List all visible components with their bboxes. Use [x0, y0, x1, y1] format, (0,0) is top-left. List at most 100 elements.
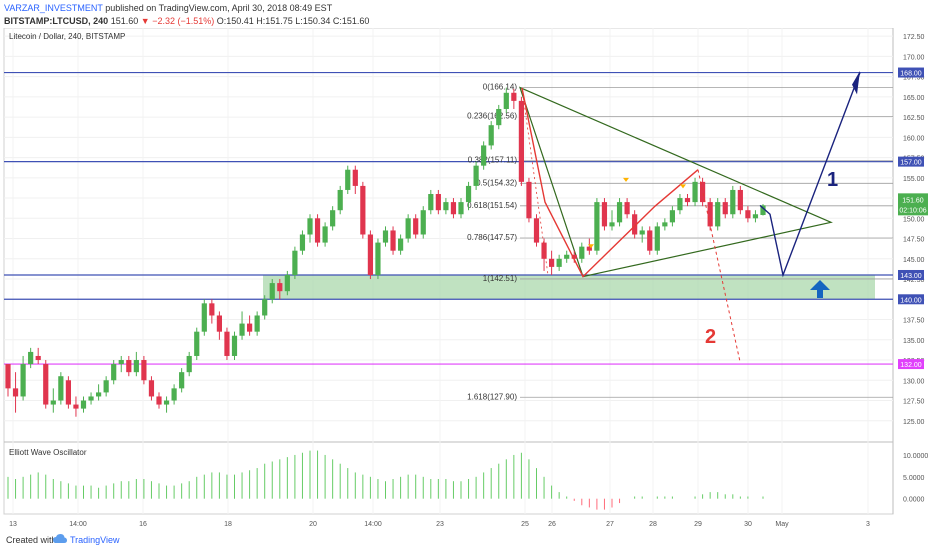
price-tick-label: 160.00 [903, 135, 925, 142]
last-price: 151.60 [110, 16, 139, 26]
candle-body [194, 331, 200, 356]
candle-body [745, 210, 751, 219]
fib-label: 0.5(154.32) [476, 178, 517, 187]
candle-body [669, 210, 675, 223]
current-price-box [898, 193, 928, 216]
candle-body [35, 355, 41, 361]
oscillator-title: Elliott Wave Oscillator [9, 448, 87, 457]
price-tick-label: 130.00 [903, 378, 925, 385]
candle-body [730, 189, 736, 215]
candle-body [209, 303, 215, 316]
chart-header: VARZAR_INVESTMENT published on TradingVi… [4, 2, 924, 28]
oscillator-tick-label: 10.0000 [903, 453, 928, 460]
wave-dashed [521, 87, 549, 276]
signal-marker-icon [680, 184, 686, 189]
candle-body [390, 230, 396, 251]
oscillator-tick-label: 0.0000 [903, 497, 925, 504]
candle-body [488, 125, 494, 146]
candle-body [73, 404, 79, 409]
candle-body [428, 194, 434, 211]
footer: Created with TradingView [0, 530, 932, 550]
price-tick-label: 150.00 [903, 216, 925, 223]
candle-body [314, 218, 321, 243]
time-tick-label: 26 [548, 521, 556, 528]
candle-body [601, 202, 608, 227]
price-tick-label: 145.00 [903, 257, 925, 264]
candle-body [269, 283, 275, 300]
candle-body [254, 315, 260, 332]
candle-body [111, 364, 117, 381]
candle-body [58, 376, 64, 401]
up-arrow-icon [810, 280, 830, 298]
scenario-label-1: 1 [827, 169, 838, 191]
candle-body [322, 226, 328, 243]
level-label-box [898, 294, 924, 305]
candle-body [481, 145, 487, 166]
fib-label: 0.236(162.56) [467, 112, 517, 121]
candle-body [367, 234, 373, 275]
candle-body [65, 380, 71, 405]
level-label-box [898, 269, 924, 280]
candle-body [360, 185, 366, 235]
bearish-projection [697, 169, 741, 362]
bullish-projection [759, 72, 861, 278]
fib-label: 0.786(147.57) [467, 233, 517, 242]
candle-body [179, 372, 185, 389]
candle-body [337, 189, 343, 211]
publish-line: VARZAR_INVESTMENT published on TradingVi… [4, 2, 924, 15]
level-label: 140.00 [900, 297, 922, 304]
price-tick-label: 135.00 [903, 338, 925, 345]
candle-body [216, 315, 222, 332]
candle-body [564, 254, 570, 259]
candle-body [677, 198, 683, 211]
author-link[interactable]: VARZAR_INVESTMENT [4, 3, 103, 13]
level-label: 168.00 [900, 71, 922, 78]
tradingview-cloud-icon [53, 534, 67, 543]
candle-body [586, 246, 592, 251]
candle-body [609, 222, 615, 227]
candle-body [594, 202, 600, 251]
candle-body [647, 230, 653, 251]
candle-body [103, 380, 109, 393]
time-tick-label: 30 [744, 521, 752, 528]
candle-body [201, 303, 207, 332]
candle-body [616, 202, 623, 223]
candle-body [518, 100, 524, 182]
price-tick-label: 155.00 [903, 176, 925, 183]
candle-body [330, 210, 336, 227]
created-with-text: Created with [6, 535, 57, 545]
candle-body [224, 331, 230, 356]
time-tick-label: 13 [9, 521, 17, 528]
price-tick-label: 125.00 [903, 419, 925, 426]
candle-body [760, 205, 766, 215]
candle-body [43, 364, 49, 405]
candle-body [292, 250, 298, 275]
price-tick-label: 165.00 [903, 95, 925, 102]
triangle-pattern [519, 86, 833, 278]
candle-body [435, 194, 441, 211]
time-tick-label: 18 [224, 521, 232, 528]
candle-body [556, 258, 562, 267]
candle-body [307, 218, 313, 235]
oscillator-tick-label: 5.0000 [903, 475, 925, 482]
candle-body [737, 189, 743, 211]
time-tick-label: May [775, 521, 789, 528]
candle-body [5, 364, 11, 389]
candle-body [231, 335, 238, 356]
candle-body [715, 202, 721, 227]
candle-body [571, 254, 577, 259]
current-price-label: 151.60 [902, 197, 924, 204]
chart-title: Litecoin / Dollar, 240, BITSTAMP [9, 32, 125, 41]
candle-body [126, 360, 132, 373]
candle-body [752, 214, 759, 219]
candle-body [20, 364, 26, 397]
fib-label: 0(166.14) [483, 83, 518, 92]
candle-body [700, 181, 706, 203]
trading-chart[interactable]: 125.00127.50130.00132.50135.00137.50140.… [0, 28, 932, 530]
signal-marker-icon [623, 177, 629, 182]
price-tick-label: 172.50 [903, 34, 925, 41]
tradingview-brand[interactable]: TradingView [70, 535, 120, 545]
down-arrow-icon: ▼ [140, 16, 150, 26]
fib-label: 1.618(127.90) [467, 392, 517, 401]
candle-body [148, 380, 155, 397]
